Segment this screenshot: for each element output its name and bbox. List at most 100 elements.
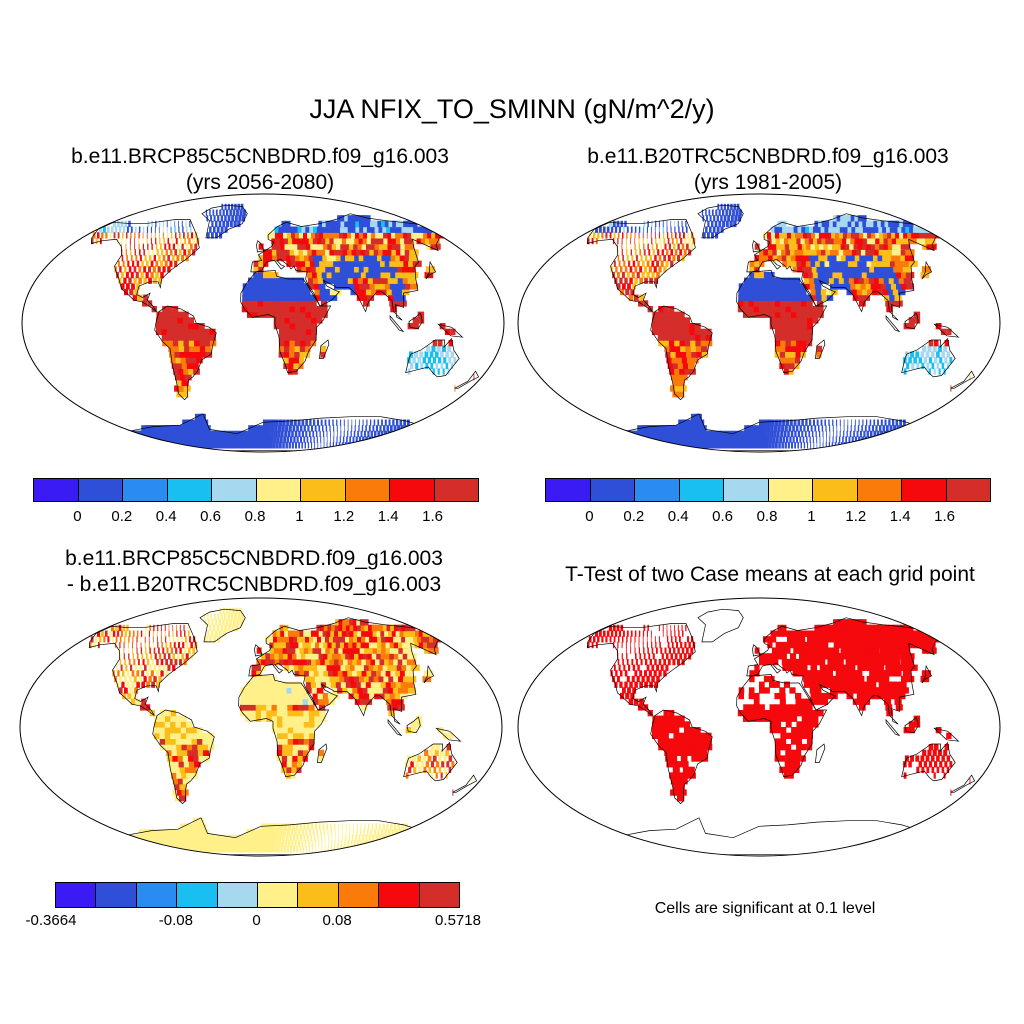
- panel-difference-title-line2: - b.e11.B20TRC5CNBDRD.f09_g16.003: [66, 573, 442, 596]
- colorbar-difference: [55, 882, 460, 908]
- colorbar-future-swatch: [167, 479, 212, 501]
- coastline-madagascar: [815, 339, 826, 359]
- coastline-newzealand: [950, 370, 976, 389]
- coastline-greenland: [697, 608, 744, 643]
- coastline-africa: [238, 674, 330, 778]
- colorbar-historical-swatch: [724, 479, 769, 501]
- colorbar-difference-swatch: [136, 883, 178, 907]
- colorbar-future-tick-label: 1.2: [333, 508, 355, 525]
- colorbar-future-swatch: [256, 479, 301, 501]
- map-border: [517, 193, 1001, 453]
- coastline-uk: [752, 240, 761, 253]
- map-land-cells: [587, 619, 971, 802]
- colorbar-historical-swatch: [768, 479, 813, 501]
- coastline-uk: [752, 644, 761, 657]
- colorbar-difference-tick-label: -0.08: [158, 912, 193, 929]
- map-border: [517, 597, 1001, 857]
- colorbar-historical-swatch: [902, 479, 947, 501]
- colorbar-future-swatch: [434, 479, 478, 501]
- coastline-sumatra: [387, 718, 403, 737]
- coastline-japan: [425, 260, 437, 280]
- coastline-northamerica: [90, 219, 200, 312]
- colorbar-historical-tick-label: 0.8: [756, 508, 778, 525]
- panel-difference-title-line1: b.e11.BRCP85C5CNBDRD.f09_g16.003: [65, 547, 443, 570]
- colorbar-difference-swatch: [419, 883, 460, 907]
- map-ttest: [517, 597, 1001, 857]
- colorbar-historical-swatch: [946, 479, 990, 501]
- coastline-borneo: [406, 716, 421, 734]
- map-difference: [19, 597, 503, 857]
- coastline-sumatra: [885, 718, 901, 737]
- coastline-greenland: [201, 204, 248, 239]
- panel-future-title: b.e11.BRCP85C5CNBDRD.f09_g16.003 (yrs 20…: [20, 144, 500, 196]
- coastline-madagascar: [319, 339, 330, 359]
- colorbar-future-tick-label: 0.6: [200, 508, 222, 525]
- colorbar-difference-swatch: [338, 883, 380, 907]
- colorbar-historical-tick-label: 1.4: [889, 508, 911, 525]
- map-border: [21, 193, 505, 453]
- panel-historical-title: b.e11.B20TRC5CNBDRD.f09_g16.003 (yrs 198…: [528, 144, 1008, 196]
- colorbar-historical-swatch: [590, 479, 635, 501]
- coastline-eurasia: [746, 617, 940, 725]
- coastline-greenland: [199, 608, 246, 643]
- colorbar-future-tick-label: 1.6: [422, 508, 444, 525]
- colorbar-future-swatch: [212, 479, 257, 501]
- colorbar-historical-tick-label: 0.4: [667, 508, 689, 525]
- coastline-southamerica: [650, 709, 713, 805]
- colorbar-future-tick-label: 0.2: [111, 508, 133, 525]
- coastline-southamerica: [152, 709, 215, 805]
- colorbar-difference-swatch: [258, 883, 299, 907]
- coastline-eurasia: [746, 213, 940, 321]
- colorbar-historical-swatch: [679, 479, 724, 501]
- coastline-borneo: [904, 716, 919, 734]
- colorbar-historical-tick-label: 0: [585, 508, 594, 525]
- coastline-sumatra: [885, 314, 901, 333]
- colorbar-difference-swatch: [298, 883, 339, 907]
- coastline-eurasia: [250, 213, 444, 321]
- colorbar-future-swatch: [301, 479, 346, 501]
- coastline-japan: [921, 664, 933, 684]
- map-land-cells: [91, 203, 475, 449]
- panel-future-title-line1: b.e11.BRCP85C5CNBDRD.f09_g16.003: [71, 145, 449, 168]
- colorbar-future-tick-label: 0: [73, 508, 82, 525]
- panel-historical-title-line2: (yrs 1981-2005): [693, 171, 843, 194]
- coastline-australia: [901, 741, 956, 782]
- colorbar-historical-tick-label: 1.2: [845, 508, 867, 525]
- colorbar-future-swatch: [34, 479, 79, 501]
- colorbar-difference-swatch: [379, 883, 420, 907]
- coastline-australia: [405, 337, 460, 378]
- coastline-australia: [403, 741, 458, 782]
- coastline-australia: [901, 337, 956, 378]
- colorbar-difference-tick-label: 0: [252, 912, 261, 929]
- coastline-newzealand: [950, 774, 976, 793]
- coastline-sumatra: [389, 314, 405, 333]
- colorbar-difference-swatch: [56, 883, 97, 907]
- colorbar-difference-tick-label: 0.08: [322, 912, 352, 929]
- colorbar-future-tick-label: 1: [295, 508, 304, 525]
- map-future: [21, 193, 505, 453]
- coastline-africa: [736, 270, 828, 374]
- coastline-borneo: [904, 312, 919, 330]
- coastline-newguinea: [435, 727, 462, 742]
- colorbar-historical-tick-label: 1: [807, 508, 816, 525]
- coastline-madagascar: [317, 743, 328, 763]
- panel-future-title-line2: (yrs 2056-2080): [185, 171, 335, 194]
- coastline-southamerica: [650, 305, 713, 401]
- colorbar-historical-swatch: [813, 479, 858, 501]
- map-land-cells: [587, 203, 971, 449]
- coastline-uk: [256, 240, 265, 253]
- colorbar-future-swatch: [390, 479, 435, 501]
- coastline-japan: [921, 260, 933, 280]
- map-historical: [517, 193, 1001, 453]
- figure-title: JJA NFIX_TO_SMINN (gN/m^2/y): [309, 94, 715, 124]
- colorbar-historical: [545, 478, 991, 502]
- map-land-cells: [89, 607, 473, 853]
- colorbar-future-swatch: [78, 479, 123, 501]
- colorbar-future-tick-label: 0.4: [155, 508, 177, 525]
- colorbar-future-tick-label: 0.8: [244, 508, 266, 525]
- colorbar-historical-swatch: [546, 479, 591, 501]
- colorbar-difference-swatch: [177, 883, 218, 907]
- colorbar-future-swatch: [345, 479, 390, 501]
- colorbar-historical-tick-label: 0.2: [623, 508, 645, 525]
- colorbar-historical-swatch: [857, 479, 902, 501]
